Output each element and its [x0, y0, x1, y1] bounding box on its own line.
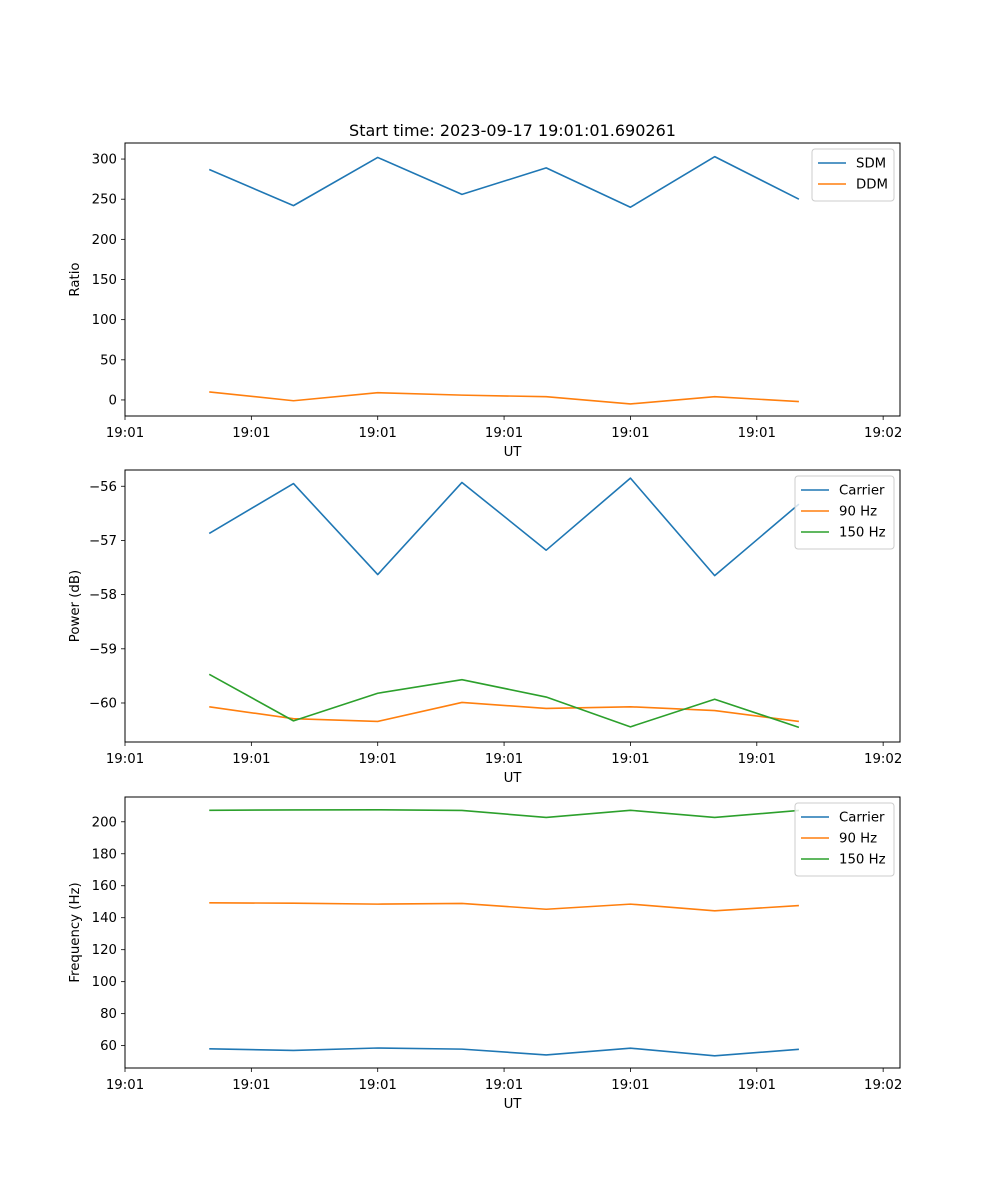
- legend-label-90-hz: 90 Hz: [839, 832, 877, 847]
- series-line-ddm: [209, 391, 799, 405]
- x-tick-label: 19:01: [359, 1078, 397, 1093]
- legend: Carrier 90 Hz 150 Hz: [794, 802, 895, 877]
- x-tick-label: 19:01: [106, 426, 144, 441]
- series-line-150-hz: [209, 808, 799, 819]
- y-axis-label: Frequency (Hz): [68, 882, 83, 982]
- x-tick-label: 19:01: [485, 426, 523, 441]
- y-tick-label: −59: [89, 642, 117, 657]
- y-tick-label: 120: [92, 943, 117, 958]
- x-tick-label: 19:01: [359, 752, 397, 767]
- y-tick-label: 300: [92, 153, 117, 168]
- y-tick-label: 200: [92, 233, 117, 248]
- legend-label-ddm: DDM: [856, 178, 888, 193]
- series-line-carrier: [208, 477, 800, 577]
- x-tick-label: 19:01: [738, 752, 776, 767]
- x-tick-label: 19:01: [485, 1078, 523, 1093]
- plot-area: [124, 469, 901, 743]
- legend-label-150-hz: 150 Hz: [839, 526, 886, 541]
- x-tick-label: 19:01: [232, 752, 270, 767]
- y-tick-label: −58: [89, 588, 117, 603]
- x-tick-label: 19:01: [232, 426, 270, 441]
- legend: Carrier 90 Hz 150 Hz: [794, 475, 895, 550]
- series-line-carrier: [209, 1047, 799, 1057]
- frequency-panel: 19:01 19:01 19:01 19:01 19:01 19:01 19:02 60 80 1…: [68, 796, 902, 1112]
- y-tick-label: 140: [92, 911, 117, 926]
- series-line-90-hz: [209, 902, 799, 912]
- x-tick-label: 19:01: [106, 752, 144, 767]
- legend-box: [794, 475, 895, 550]
- y-tick-label: 80: [100, 1007, 117, 1022]
- y-axis-label: Power (dB): [68, 570, 83, 642]
- legend-label-carrier: Carrier: [839, 484, 885, 499]
- x-tick-label: 19:01: [232, 1078, 270, 1093]
- y-tick-label: −57: [89, 534, 117, 549]
- y-tick-label: 100: [92, 975, 117, 990]
- y-tick-label: 200: [92, 815, 117, 830]
- legend-label-90-hz: 90 Hz: [839, 505, 877, 520]
- chart-title: Start time: 2023-09-17 19:01:01.690261: [349, 121, 676, 140]
- x-tick-label: 19:01: [611, 426, 649, 441]
- x-axis-label: UT: [504, 771, 523, 786]
- x-tick-label: 19:01: [611, 752, 649, 767]
- plot-area: [124, 796, 901, 1069]
- y-tick-label: −56: [89, 480, 117, 495]
- power-panel: 19:01 19:01 19:01 19:01 19:01 19:01 19:02 −60 −5…: [68, 469, 902, 786]
- legend-box: [811, 148, 895, 202]
- y-tick-label: 160: [92, 879, 117, 894]
- y-axis-label: Ratio: [68, 262, 83, 296]
- x-tick-label: 19:01: [106, 1078, 144, 1093]
- y-tick-label: 150: [92, 273, 117, 288]
- legend-label-sdm: SDM: [856, 157, 886, 172]
- y-tick-label: 0: [109, 393, 117, 408]
- y-tick-label: 100: [92, 313, 117, 328]
- x-tick-label: 19:02: [864, 1078, 902, 1093]
- legend-label-150-hz: 150 Hz: [839, 853, 886, 868]
- x-tick-label: 19:01: [611, 1078, 649, 1093]
- legend: SDM DDM: [811, 148, 895, 202]
- ratio-panel: 19:01 19:01 19:01 19:01 19:01 19:01 19:02 0 50 10…: [68, 142, 902, 460]
- y-tick-label: 50: [100, 353, 117, 368]
- x-tick-label: 19:02: [864, 426, 902, 441]
- series-line-sdm: [208, 155, 800, 209]
- series-line-150-hz: [208, 673, 800, 729]
- x-tick-label: 19:01: [359, 426, 397, 441]
- y-tick-label: 60: [100, 1039, 117, 1054]
- y-tick-label: 180: [92, 847, 117, 862]
- x-tick-label: 19:01: [738, 1078, 776, 1093]
- x-tick-label: 19:02: [864, 752, 902, 767]
- legend-label-carrier: Carrier: [839, 811, 885, 826]
- x-tick-label: 19:01: [485, 752, 523, 767]
- x-tick-label: 19:01: [738, 426, 776, 441]
- series-line-90-hz: [209, 701, 800, 723]
- y-tick-label: −60: [89, 696, 117, 711]
- y-tick-label: 250: [92, 193, 117, 208]
- x-axis-label: UT: [504, 1097, 523, 1112]
- legend-box: [794, 802, 895, 877]
- x-axis-label: UT: [504, 445, 523, 460]
